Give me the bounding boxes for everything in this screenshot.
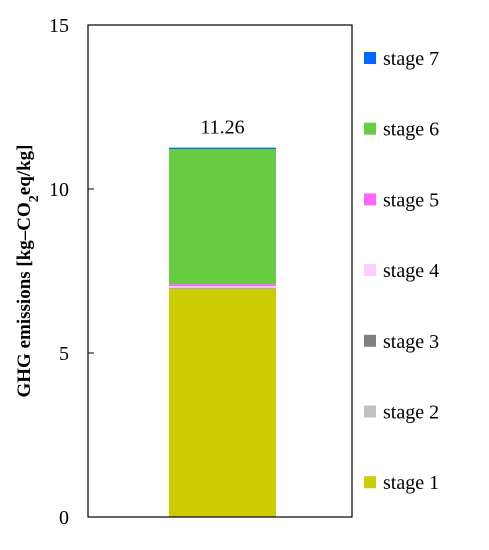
legend-swatch-stage-3 xyxy=(364,334,376,347)
bar-segment-stage-2 xyxy=(169,288,276,290)
legend-label-stage-4: stage 4 xyxy=(383,260,439,282)
y-tick-label: 5 xyxy=(59,343,69,365)
plot-area xyxy=(87,24,353,518)
legend-label-stage-5: stage 5 xyxy=(383,189,439,211)
legend-label-stage-7: stage 7 xyxy=(383,48,439,70)
legend: stage 7 stage 6 stage 5 stage 4 stage 3 stage… xyxy=(364,48,439,494)
bar-segment-stage-6 xyxy=(169,148,276,285)
legend-label-stage-3: stage 3 xyxy=(383,331,439,353)
y-axis-label: GHG emissions [kg–CO2eq/kg] xyxy=(14,145,42,398)
legend-swatch-stage-5 xyxy=(364,193,376,206)
plot-frame xyxy=(87,24,353,518)
bar-segment-stage-7 xyxy=(169,147,276,149)
y-tick-label: 15 xyxy=(49,15,69,37)
legend-swatch-stage-7 xyxy=(364,52,376,64)
bar-segment-stage-4 xyxy=(169,286,276,288)
legend-swatch-stage-2 xyxy=(364,405,376,418)
legend-swatch-stage-1 xyxy=(364,476,376,489)
bar-segment-stage-5 xyxy=(169,284,276,287)
legend-swatch-stage-4 xyxy=(364,264,376,277)
legend-swatch-stage-6 xyxy=(364,122,376,135)
y-axis: 0 5 10 15 xyxy=(49,15,94,529)
bar-segment-stage-1 xyxy=(169,289,276,517)
legend-label-stage-2: stage 2 xyxy=(383,402,439,424)
total-data-label: 11.26 xyxy=(200,117,244,139)
y-tick-label: 10 xyxy=(49,179,69,201)
bar-segment-stage-3 xyxy=(169,287,276,289)
legend-label-stage-1: stage 1 xyxy=(383,472,439,494)
y-tick-label: 0 xyxy=(59,507,69,529)
legend-label-stage-6: stage 6 xyxy=(383,119,439,141)
